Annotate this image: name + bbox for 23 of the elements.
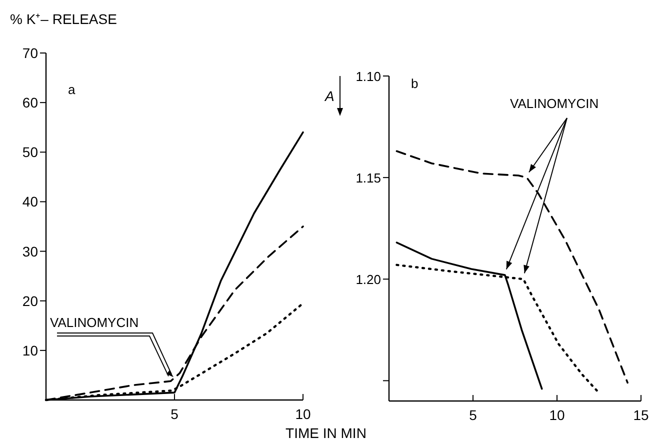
y-tick-label: 70	[22, 45, 38, 61]
y-tick-label: 1.10	[356, 69, 381, 84]
annotation: a	[68, 82, 76, 97]
y-axis-title: % K⁺– RELEASE	[10, 11, 117, 27]
y-axis-title: A	[324, 88, 334, 104]
annotation: VALINOMYCIN	[510, 96, 599, 111]
x-tick-label: 15	[633, 407, 649, 423]
y-tick-label: 10	[22, 342, 38, 358]
y-tick-label: 40	[22, 194, 38, 210]
y-tick-label: 1.15	[356, 170, 381, 186]
y-tick-label: 20	[22, 292, 38, 309]
annotation: VALINOMYCIN	[50, 315, 139, 330]
x-axis-title: TIME IN MIN	[286, 425, 366, 441]
x-tick-label: 10	[295, 406, 311, 422]
y-tick-label: 30	[22, 243, 38, 260]
x-tick-label: 10	[549, 407, 565, 423]
y-tick-label: 1.20	[356, 272, 381, 288]
x-tick-label: 5	[170, 406, 179, 422]
x-tick-label: 5	[469, 407, 478, 423]
line-series	[396, 150, 628, 384]
annotation: b	[411, 76, 418, 91]
y-tick-label: 50	[22, 144, 38, 160]
y-tick-label: 60	[22, 94, 38, 111]
